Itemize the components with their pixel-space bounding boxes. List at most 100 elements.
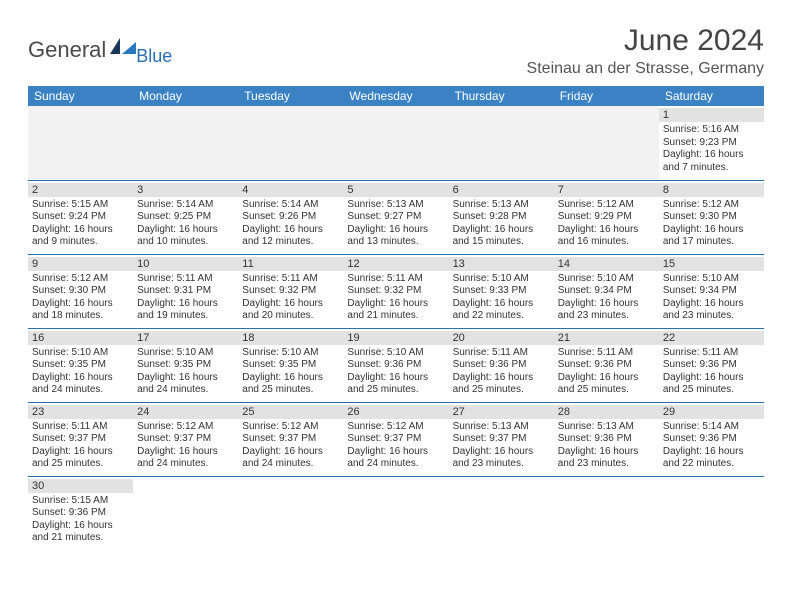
title-block: June 2024 Steinau an der Strasse, German… (527, 24, 764, 78)
sunset-line: Sunset: 9:32 PM (347, 285, 444, 298)
sunset-label: Sunset: (137, 359, 171, 370)
daylight-line: Daylight: 16 hours and 25 minutes. (242, 372, 339, 397)
weekday-header: Monday (133, 86, 238, 106)
day-number: 16 (28, 331, 133, 345)
daylight-line: Daylight: 16 hours and 19 minutes. (137, 298, 234, 323)
sunrise-value: 5:10 AM (492, 273, 529, 284)
sunrise-value: 5:11 AM (71, 421, 107, 432)
sunrise-line: Sunrise: 5:14 AM (137, 199, 234, 212)
sunrise-value: 5:12 AM (177, 421, 214, 432)
sunset-label: Sunset: (347, 211, 381, 222)
sunset-value: 9:35 PM (174, 359, 211, 370)
sunset-label: Sunset: (32, 285, 66, 296)
sunset-label: Sunset: (347, 359, 381, 370)
day-content: 5Sunrise: 5:13 AMSunset: 9:27 PMDaylight… (343, 181, 448, 251)
sunrise-line: Sunrise: 5:10 AM (32, 347, 129, 360)
sunrise-line: Sunrise: 5:12 AM (347, 421, 444, 434)
sunrise-line: Sunrise: 5:12 AM (32, 273, 129, 286)
daylight-line: Daylight: 16 hours and 24 minutes. (137, 372, 234, 397)
day-details: Sunrise: 5:15 AMSunset: 9:24 PMDaylight:… (32, 199, 129, 249)
daylight-label: Daylight: (558, 372, 597, 383)
sunset-value: 9:36 PM (489, 359, 526, 370)
sunrise-value: 5:13 AM (492, 199, 529, 210)
sunrise-value: 5:10 AM (282, 347, 319, 358)
day-content: 27Sunrise: 5:13 AMSunset: 9:37 PMDayligh… (449, 403, 554, 473)
day-content: 26Sunrise: 5:12 AMSunset: 9:37 PMDayligh… (343, 403, 448, 473)
sunrise-value: 5:13 AM (492, 421, 529, 432)
day-content: 17Sunrise: 5:10 AMSunset: 9:35 PMDayligh… (133, 329, 238, 399)
sunset-line: Sunset: 9:36 PM (558, 359, 655, 372)
sunset-line: Sunset: 9:24 PM (32, 211, 129, 224)
sunset-label: Sunset: (347, 285, 381, 296)
daylight-label: Daylight: (137, 446, 176, 457)
day-content: 15Sunrise: 5:10 AMSunset: 9:34 PMDayligh… (659, 255, 764, 325)
sunset-label: Sunset: (242, 359, 276, 370)
day-content: 9Sunrise: 5:12 AMSunset: 9:30 PMDaylight… (28, 255, 133, 325)
calendar-empty-cell (133, 106, 238, 180)
day-number: 6 (449, 183, 554, 197)
day-details: Sunrise: 5:11 AMSunset: 9:31 PMDaylight:… (137, 273, 234, 323)
daylight-line: Daylight: 16 hours and 23 minutes. (453, 446, 550, 471)
day-details: Sunrise: 5:13 AMSunset: 9:37 PMDaylight:… (453, 421, 550, 471)
day-number: 3 (133, 183, 238, 197)
daylight-label: Daylight: (663, 298, 702, 309)
daylight-line: Daylight: 16 hours and 25 minutes. (663, 372, 760, 397)
sunrise-value: 5:10 AM (597, 273, 634, 284)
sunrise-label: Sunrise: (453, 199, 490, 210)
day-content: 20Sunrise: 5:11 AMSunset: 9:36 PMDayligh… (449, 329, 554, 399)
sunset-line: Sunset: 9:36 PM (347, 359, 444, 372)
sunset-value: 9:35 PM (279, 359, 316, 370)
sunrise-line: Sunrise: 5:15 AM (32, 199, 129, 212)
day-content: 11Sunrise: 5:11 AMSunset: 9:32 PMDayligh… (238, 255, 343, 325)
daylight-label: Daylight: (32, 372, 71, 383)
sunrise-line: Sunrise: 5:14 AM (242, 199, 339, 212)
daylight-label: Daylight: (453, 372, 492, 383)
day-number: 29 (659, 405, 764, 419)
day-content: 12Sunrise: 5:11 AMSunset: 9:32 PMDayligh… (343, 255, 448, 325)
sunset-label: Sunset: (32, 211, 66, 222)
sunset-value: 9:36 PM (594, 359, 631, 370)
day-number: 1 (659, 108, 764, 122)
daylight-label: Daylight: (663, 446, 702, 457)
day-content: 19Sunrise: 5:10 AMSunset: 9:36 PMDayligh… (343, 329, 448, 399)
sunset-value: 9:34 PM (700, 285, 737, 296)
weekday-header: Friday (554, 86, 659, 106)
day-content: 29Sunrise: 5:14 AMSunset: 9:36 PMDayligh… (659, 403, 764, 473)
sunrise-value: 5:10 AM (702, 273, 739, 284)
sunset-line: Sunset: 9:27 PM (347, 211, 444, 224)
day-content: 7Sunrise: 5:12 AMSunset: 9:29 PMDaylight… (554, 181, 659, 251)
sunset-line: Sunset: 9:23 PM (663, 137, 760, 150)
weekday-header: Thursday (449, 86, 554, 106)
daylight-label: Daylight: (558, 446, 597, 457)
sunset-label: Sunset: (347, 433, 381, 444)
sunrise-label: Sunrise: (242, 199, 279, 210)
day-number: 20 (449, 331, 554, 345)
daylight-line: Daylight: 16 hours and 22 minutes. (453, 298, 550, 323)
day-content: 23Sunrise: 5:11 AMSunset: 9:37 PMDayligh… (28, 403, 133, 473)
sunset-line: Sunset: 9:35 PM (32, 359, 129, 372)
sunrise-line: Sunrise: 5:11 AM (137, 273, 234, 286)
sunset-line: Sunset: 9:35 PM (137, 359, 234, 372)
sunrise-line: Sunrise: 5:11 AM (663, 347, 760, 360)
sunset-value: 9:36 PM (594, 433, 631, 444)
sunrise-line: Sunrise: 5:11 AM (453, 347, 550, 360)
sunrise-label: Sunrise: (137, 421, 174, 432)
sunrise-label: Sunrise: (453, 421, 490, 432)
calendar-week-row: 23Sunrise: 5:11 AMSunset: 9:37 PMDayligh… (28, 402, 764, 476)
sunset-line: Sunset: 9:37 PM (32, 433, 129, 446)
calendar-day-cell: 7Sunrise: 5:12 AMSunset: 9:29 PMDaylight… (554, 180, 659, 254)
sunrise-value: 5:12 AM (282, 421, 319, 432)
day-content: 22Sunrise: 5:11 AMSunset: 9:36 PMDayligh… (659, 329, 764, 399)
calendar-day-cell: 29Sunrise: 5:14 AMSunset: 9:36 PMDayligh… (659, 402, 764, 476)
daylight-line: Daylight: 16 hours and 24 minutes. (347, 446, 444, 471)
daylight-line: Daylight: 16 hours and 13 minutes. (347, 224, 444, 249)
sunset-line: Sunset: 9:34 PM (663, 285, 760, 298)
sunrise-line: Sunrise: 5:10 AM (453, 273, 550, 286)
sunset-label: Sunset: (663, 359, 697, 370)
sunset-value: 9:25 PM (174, 211, 211, 222)
sunrise-value: 5:12 AM (387, 421, 424, 432)
daylight-line: Daylight: 16 hours and 23 minutes. (663, 298, 760, 323)
sunrise-label: Sunrise: (32, 199, 69, 210)
daylight-label: Daylight: (242, 372, 281, 383)
sunrise-line: Sunrise: 5:11 AM (32, 421, 129, 434)
